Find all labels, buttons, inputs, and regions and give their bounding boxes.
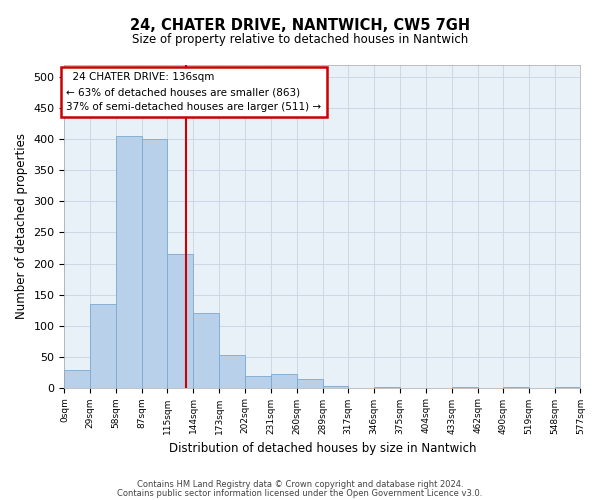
Bar xyxy=(142,140,167,388)
Text: Contains HM Land Registry data © Crown copyright and database right 2024.: Contains HM Land Registry data © Crown c… xyxy=(137,480,463,489)
Bar xyxy=(374,387,400,388)
Bar xyxy=(219,356,245,388)
X-axis label: Distribution of detached houses by size in Nantwich: Distribution of detached houses by size … xyxy=(169,442,476,455)
Bar xyxy=(323,386,348,388)
Bar xyxy=(503,387,529,388)
Bar xyxy=(245,376,271,388)
Text: Size of property relative to detached houses in Nantwich: Size of property relative to detached ho… xyxy=(132,32,468,46)
Bar xyxy=(193,313,219,388)
Bar xyxy=(297,379,323,388)
Bar xyxy=(116,136,142,388)
Bar xyxy=(271,374,297,388)
Text: 24, CHATER DRIVE, NANTWICH, CW5 7GH: 24, CHATER DRIVE, NANTWICH, CW5 7GH xyxy=(130,18,470,32)
Bar xyxy=(91,304,116,388)
Bar xyxy=(452,387,478,388)
Text: Contains public sector information licensed under the Open Government Licence v3: Contains public sector information licen… xyxy=(118,489,482,498)
Bar xyxy=(554,387,580,388)
Text: 24 CHATER DRIVE: 136sqm  
← 63% of detached houses are smaller (863)
37% of semi: 24 CHATER DRIVE: 136sqm ← 63% of detache… xyxy=(66,72,322,112)
Bar xyxy=(167,254,193,388)
Bar xyxy=(64,370,91,388)
Y-axis label: Number of detached properties: Number of detached properties xyxy=(15,134,28,320)
